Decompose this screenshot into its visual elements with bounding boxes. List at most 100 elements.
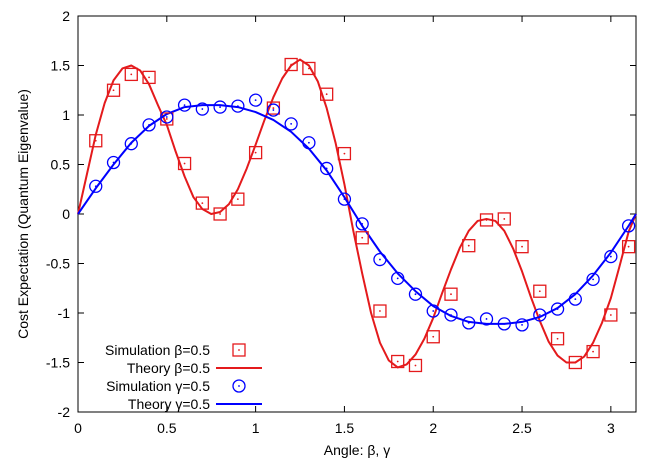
data-point — [142, 118, 156, 132]
data-point — [497, 212, 511, 226]
data-point-dot — [165, 116, 168, 118]
data-point — [586, 272, 600, 286]
legend: Simulation β=0.5 Theory β=0.5 Simulation γ… — [105, 342, 262, 412]
data-point — [177, 156, 192, 171]
data-point — [337, 146, 352, 161]
data-point-dot — [414, 364, 417, 367]
data-point — [302, 61, 316, 76]
data-point-dot — [361, 223, 364, 225]
data-point-dot — [503, 322, 506, 325]
data-point — [621, 240, 636, 254]
data-point-dot — [450, 293, 452, 296]
data-point-dot — [148, 76, 150, 79]
data-point — [142, 70, 156, 85]
x-tick-label: 2.5 — [512, 420, 532, 436]
data-point-dot — [290, 63, 293, 66]
y-tick-label: 2 — [62, 8, 70, 24]
data-point-dot — [414, 293, 417, 296]
data-point — [391, 354, 405, 369]
data-point-dot — [272, 109, 275, 111]
data-point — [444, 308, 458, 322]
series-0 — [89, 57, 636, 373]
data-point-dot — [592, 278, 594, 281]
series-line — [77, 58, 637, 369]
data-point — [195, 102, 209, 116]
data-point-dot — [183, 162, 186, 165]
data-point-dot — [272, 107, 275, 109]
data-point — [391, 271, 405, 286]
data-point-dot — [94, 185, 97, 188]
data-point — [604, 308, 618, 322]
data-point-dot — [467, 244, 470, 247]
data-point — [248, 145, 263, 160]
data-point — [621, 219, 636, 233]
legend-label: Simulation γ=0.5 — [106, 378, 210, 394]
x-axis-label: Angle: β, γ — [324, 442, 390, 458]
data-point — [373, 304, 387, 318]
data-point — [302, 136, 316, 150]
y-tick-label: 0.5 — [51, 157, 71, 173]
data-point-dot — [236, 105, 239, 107]
data-point-dot — [432, 310, 435, 312]
y-tick-label: -1.5 — [46, 355, 70, 371]
data-point — [462, 316, 476, 330]
data-point — [106, 155, 121, 170]
data-point-dot — [538, 314, 541, 316]
data-point-dot — [325, 93, 328, 96]
y-tick-label: -0.5 — [46, 256, 70, 272]
data-point — [177, 98, 192, 112]
x-tick-label: 1.5 — [335, 420, 355, 436]
data-point — [248, 93, 263, 107]
data-point — [426, 330, 440, 344]
series-line — [77, 104, 637, 325]
data-point-dot — [379, 258, 381, 261]
data-point — [213, 207, 227, 221]
data-point-dot — [290, 123, 293, 125]
data-point-dot — [432, 335, 435, 338]
data-point-dot — [627, 224, 630, 227]
data-point — [568, 355, 582, 370]
series-layer — [77, 57, 637, 373]
data-point — [231, 99, 245, 113]
data-point-dot — [361, 236, 364, 239]
data-point — [497, 317, 511, 331]
x-tick-label: 3 — [607, 420, 615, 436]
data-point-dot — [467, 322, 470, 324]
data-point-dot — [627, 245, 630, 248]
legend-label: Simulation β=0.5 — [105, 342, 210, 358]
data-point — [373, 252, 387, 267]
data-point-dot — [325, 167, 328, 170]
data-point — [550, 302, 565, 316]
data-point-dot — [450, 314, 452, 316]
data-point — [124, 67, 138, 82]
data-point-dot — [521, 323, 523, 326]
data-point — [89, 134, 103, 148]
data-point-dot — [609, 314, 612, 316]
series-3 — [77, 104, 637, 325]
data-point-dot — [308, 141, 310, 144]
data-point-dot — [94, 139, 97, 142]
data-point — [533, 284, 547, 298]
data-point — [568, 292, 582, 306]
y-axis-label: Cost Expectation (Quantum Eigenvalue) — [15, 89, 31, 339]
data-point — [337, 192, 352, 206]
data-point-dot — [308, 67, 310, 70]
data-point — [195, 196, 209, 210]
data-point — [355, 231, 369, 245]
legend-swatch-marker — [232, 379, 246, 393]
data-point-dot — [130, 142, 133, 145]
legend-label: Theory γ=0.5 — [128, 396, 210, 412]
y-tick-label: 1 — [62, 107, 70, 123]
data-point-dot — [201, 108, 204, 110]
data-point-dot — [112, 161, 115, 164]
data-point — [89, 179, 103, 193]
data-point — [444, 287, 458, 301]
data-point-dot — [556, 337, 559, 340]
x-axis: 0 0.5 1 1.5 2 2.5 3 — [74, 16, 615, 436]
data-point-dot — [485, 219, 488, 221]
x-tick-label: 2 — [429, 420, 437, 436]
data-point-dot — [503, 218, 506, 220]
data-point — [604, 249, 618, 264]
data-point — [320, 87, 334, 101]
data-point-dot — [343, 152, 346, 155]
